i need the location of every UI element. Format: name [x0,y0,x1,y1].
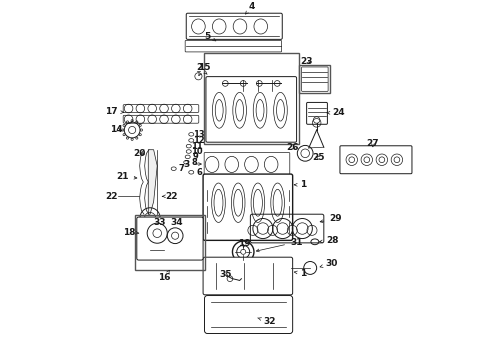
Text: 3: 3 [184,159,201,168]
Text: 14: 14 [110,125,123,134]
Text: 16: 16 [158,270,171,283]
Text: 30: 30 [320,259,338,268]
Text: 7: 7 [179,164,184,173]
Bar [135,215,205,270]
Text: 35: 35 [219,270,232,279]
FancyBboxPatch shape [203,174,293,240]
FancyBboxPatch shape [340,146,412,174]
Text: 10: 10 [191,147,202,156]
Text: 25: 25 [312,153,325,162]
FancyBboxPatch shape [307,103,327,124]
Text: 27: 27 [367,139,379,148]
Text: 33: 33 [153,217,166,226]
Text: 13: 13 [194,130,205,139]
Text: 22: 22 [162,192,178,201]
Text: 19: 19 [238,239,250,248]
Text: 8: 8 [191,158,197,167]
Text: 23: 23 [301,57,313,66]
Text: 28: 28 [319,236,339,245]
Text: 20: 20 [133,149,146,158]
FancyBboxPatch shape [137,217,203,260]
Polygon shape [148,150,157,214]
FancyBboxPatch shape [186,13,282,39]
Text: 17: 17 [105,107,124,116]
Bar [299,65,330,94]
Text: 1: 1 [294,269,307,278]
FancyBboxPatch shape [204,296,293,333]
Text: 1: 1 [294,180,307,189]
Text: 24: 24 [327,108,345,117]
Text: 22: 22 [105,192,118,201]
Text: 32: 32 [258,317,275,326]
Text: 21: 21 [116,172,137,181]
Text: 5: 5 [204,32,216,41]
Text: 31: 31 [256,238,302,252]
Text: 11: 11 [191,141,202,150]
FancyBboxPatch shape [204,153,290,176]
Text: 34: 34 [170,217,182,226]
Bar [204,53,299,144]
FancyBboxPatch shape [203,257,293,295]
Text: 18: 18 [123,228,139,237]
Text: 26: 26 [286,143,298,152]
Text: 2: 2 [196,63,207,74]
Text: 6: 6 [196,168,202,177]
Text: 15: 15 [197,63,210,76]
FancyBboxPatch shape [206,77,296,142]
Text: 9: 9 [193,152,198,161]
Text: 4: 4 [245,2,255,14]
Text: 12: 12 [193,136,205,145]
Text: 29: 29 [320,214,342,223]
